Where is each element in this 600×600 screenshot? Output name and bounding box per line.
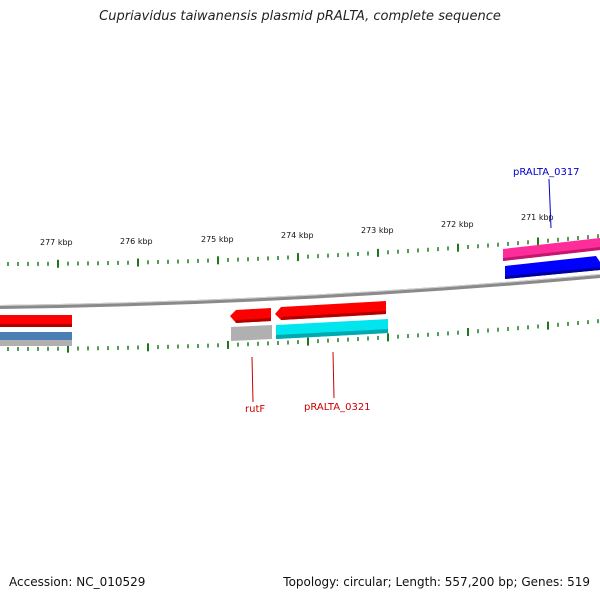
- backbone-line: [0, 274, 600, 309]
- gene-label-pRALTA_0317[interactable]: pRALTA_0317: [513, 167, 580, 178]
- leader-rutF: [251, 356, 254, 403]
- kbp-label-276: 276 kbp: [120, 237, 153, 246]
- gene-left-red-shadow: [0, 324, 72, 327]
- kbp-label-275: 275 kbp: [201, 235, 234, 244]
- gene-pRALTA_0317-shadow: [503, 247, 600, 261]
- kbp-label-273: 273 kbp: [361, 226, 394, 235]
- tick-row-lower: [7, 319, 599, 353]
- gene-left-gray-feature[interactable]: [0, 340, 72, 346]
- topology-summary-text: Topology: circular; Length: 557,200 bp; …: [283, 575, 590, 589]
- leader-pRALTA_0321: [332, 351, 335, 399]
- gene-label-pRALTA_0321[interactable]: pRALTA_0321: [304, 402, 371, 413]
- kbp-label-277: 277 kbp: [40, 238, 73, 247]
- backbone-line-highlight: [0, 274, 600, 306]
- leader-pRALTA_0317: [548, 178, 552, 229]
- map-title: Cupriavidus taiwanensis plasmid pRALTA, …: [99, 9, 501, 24]
- kbp-label-272: 272 kbp: [441, 220, 474, 229]
- gene-rutF-shadow: [236, 318, 271, 323]
- kbp-label-271: 271 kbp: [521, 213, 554, 222]
- kbp-label-274: 274 kbp: [281, 231, 314, 240]
- gene-pRALTA_0321-shadow: [281, 311, 386, 320]
- gene-right-blue-cds[interactable]: [505, 256, 600, 279]
- gene-rutF-gray-feature[interactable]: [231, 325, 272, 341]
- gene-right-blue-shadow: [505, 267, 600, 279]
- accession-text: Accession: NC_010529: [9, 575, 146, 589]
- tick-row-upper: [7, 234, 599, 268]
- gene-label-rutF[interactable]: rutF: [245, 404, 265, 415]
- gene-pRALTA_0321-cyan-shadow: [276, 329, 388, 339]
- gene-left-steel-feature[interactable]: [0, 332, 72, 340]
